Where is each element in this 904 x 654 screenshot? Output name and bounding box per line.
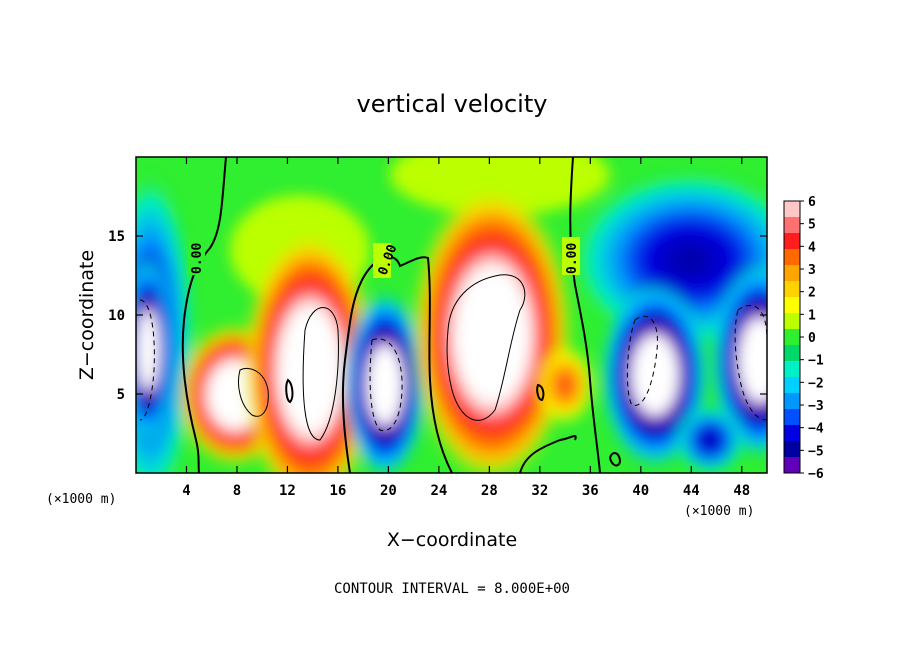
colorbar-label: −4 (808, 422, 824, 437)
zero-contour-label: 0.00 (190, 243, 205, 274)
colorbar-label: 6 (808, 195, 816, 210)
zero-contour (608, 452, 622, 467)
colorbar: 6 5 4 3 2 1 0 −1 −2 −3 −4 −5 −6 (783, 195, 824, 482)
colorbar-label: −3 (808, 399, 824, 414)
zero-contour (181, 157, 227, 473)
x-unit-left: (×1000 m) (46, 492, 116, 507)
field-blob (675, 405, 745, 473)
dashed-contour (734, 305, 767, 421)
zero-contour (536, 383, 545, 402)
y-axis-ticks: 5 10 15 (108, 229, 767, 403)
x-tick-label: 28 (481, 483, 498, 499)
colorbar-swatch (784, 265, 800, 282)
colorbar-label: 1 (808, 308, 816, 323)
contour-label-bg (373, 243, 391, 278)
colorbar-swatch (784, 329, 800, 346)
colorbar-swatch (784, 393, 800, 410)
zero-contour-label: 0.00 (565, 243, 580, 274)
colorbar-swatch (784, 281, 800, 298)
zero-contour (341, 255, 453, 473)
colorbar-swatch (784, 297, 800, 314)
colorbar-swatch (784, 457, 800, 474)
thin-contour (302, 307, 339, 441)
thin-contour (238, 367, 269, 417)
contour-interval-note: CONTOUR INTERVAL = 8.000E+00 (334, 581, 570, 597)
colorbar-swatch (784, 233, 800, 250)
dashed-contour (626, 315, 658, 406)
field-blob (410, 185, 574, 473)
zero-contour (569, 157, 601, 473)
x-tick-label: 44 (683, 483, 700, 499)
zero-contour (285, 378, 294, 404)
colorbar-label: 4 (808, 240, 816, 255)
contour-lines (139, 157, 767, 473)
colorbar-swatch (784, 425, 800, 442)
colorbar-swatch (784, 361, 800, 378)
y-tick-label: 10 (108, 308, 125, 324)
x-tick-label: 32 (531, 483, 548, 499)
dashed-contour (369, 338, 403, 432)
x-tick-label: 20 (380, 483, 397, 499)
colorbar-swatch (784, 441, 800, 458)
x-tick-label: 48 (733, 483, 750, 499)
x-tick-label: 4 (182, 483, 190, 499)
colorbar-label: −1 (808, 354, 824, 369)
x-tick-label: 24 (430, 483, 447, 499)
colorbar-swatch (784, 201, 800, 218)
field-blob (535, 345, 595, 425)
thin-contour (446, 274, 526, 421)
dashed-contour (139, 299, 155, 421)
colorbar-swatch (784, 217, 800, 234)
field-blob (136, 255, 174, 445)
x-tick-label: 40 (632, 483, 649, 499)
x-unit-right: (×1000 m) (684, 504, 754, 519)
colorbar-label: −6 (808, 467, 824, 482)
colorbar-label: 3 (808, 263, 816, 278)
y-tick-label: 5 (117, 387, 125, 403)
colorbar-swatch (784, 345, 800, 362)
contour-label-bg (562, 237, 580, 275)
colorbar-swatch (784, 249, 800, 266)
colorbar-label: 0 (808, 331, 816, 346)
colorbar-swatch (784, 313, 800, 330)
plot-area: 0.00 0.00 0.00 (136, 157, 767, 473)
contour-label-bg (187, 237, 205, 275)
y-axis-label: Z−coordinate (76, 250, 98, 380)
x-tick-label: 36 (582, 483, 599, 499)
x-tick-label: 16 (329, 483, 346, 499)
colorbar-swatch (784, 409, 800, 426)
colorbar-label: −2 (808, 376, 824, 391)
colorbar-label: 5 (808, 218, 816, 233)
colorbar-swatch (784, 377, 800, 394)
colorbar-label: 2 (808, 286, 816, 301)
zero-contour (519, 434, 577, 473)
x-tick-label: 8 (233, 483, 241, 499)
x-axis-ticks: 4 8 12 16 20 24 28 32 36 40 44 48 (182, 157, 750, 499)
colorbar-label: −5 (808, 444, 824, 459)
y-tick-label: 15 (108, 229, 125, 245)
field-blob (343, 290, 427, 473)
x-tick-label: 12 (279, 483, 296, 499)
chart-title: vertical velocity (357, 90, 548, 118)
x-axis-label: X−coordinate (387, 529, 517, 551)
